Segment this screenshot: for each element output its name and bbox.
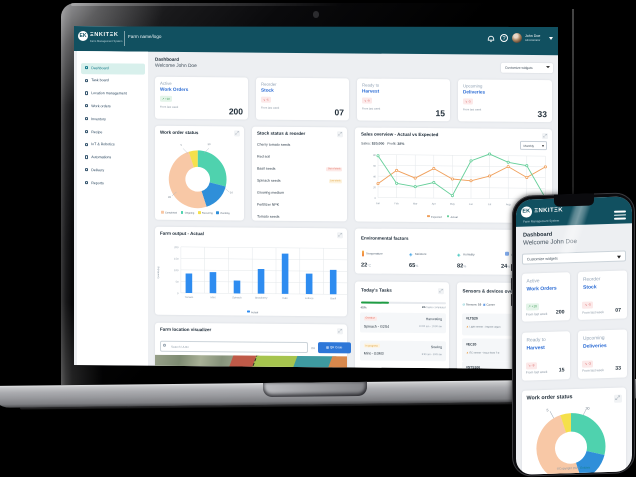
svg-text:Kale: Kale [282,296,288,300]
svg-text:Jul: Jul [488,202,492,206]
svg-text:200: 200 [174,245,179,249]
svg-text:5: 5 [546,408,548,412]
svg-text:Jan: Jan [376,201,381,205]
svg-text:Feb: Feb [394,201,399,205]
svg-text:Jun: Jun [469,202,474,206]
svg-text:Lettuce: Lettuce [305,296,314,300]
svg-text:0: 0 [375,196,377,200]
svg-text:80: 80 [373,153,376,157]
svg-text:Apr: Apr [432,202,436,206]
svg-text:30: 30 [585,407,589,411]
svg-text:Basil: Basil [330,296,336,300]
svg-text:60: 60 [373,164,376,168]
svg-text:150: 150 [174,257,179,261]
svg-text:Aug: Aug [506,202,511,206]
svg-text:Strawberry: Strawberry [255,296,268,300]
svg-text:Spinach: Spinach [232,295,242,299]
svg-text:Mar: Mar [413,201,418,205]
svg-text:20: 20 [373,185,376,189]
svg-text:40: 40 [373,175,376,179]
svg-text:May: May [450,202,456,206]
svg-text:50: 50 [176,280,179,284]
svg-text:Tomato: Tomato [185,295,194,299]
svg-text:100: 100 [174,268,179,272]
svg-text:0: 0 [177,291,179,295]
svg-text:Mint: Mint [211,295,216,299]
